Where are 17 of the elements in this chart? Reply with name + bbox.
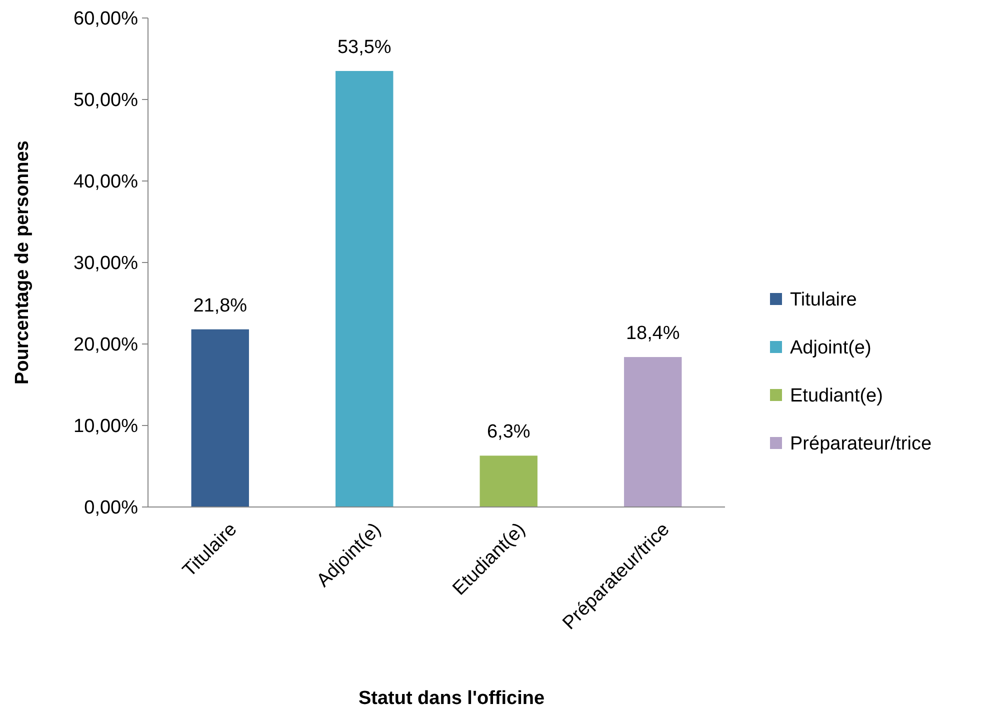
legend-label: Etudiant(e) <box>790 386 883 407</box>
y-tick-label: 50,00% <box>74 90 138 112</box>
y-tick-label: 10,00% <box>74 416 138 438</box>
data-label: 53,5% <box>337 36 392 58</box>
y-tick-label: 0,00% <box>84 498 138 519</box>
data-label: 21,8% <box>193 295 248 316</box>
x-axis-title: Statut dans l'officine <box>358 688 545 709</box>
data-label: 6,3% <box>486 422 530 443</box>
legend-label: Titulaire <box>790 290 857 311</box>
y-tick-label: 60,00% <box>74 8 138 30</box>
y-tick-label: 30,00% <box>74 253 138 274</box>
legend-label: Adjoint(e) <box>790 338 872 359</box>
y-tick-label: 20,00% <box>74 334 138 356</box>
legend-label: Préparateur/trice <box>790 434 932 455</box>
data-label: 18,4% <box>626 323 680 344</box>
y-axis-title: Pourcentage de personnes <box>12 140 33 384</box>
y-tick-label: 40,00% <box>74 172 138 193</box>
